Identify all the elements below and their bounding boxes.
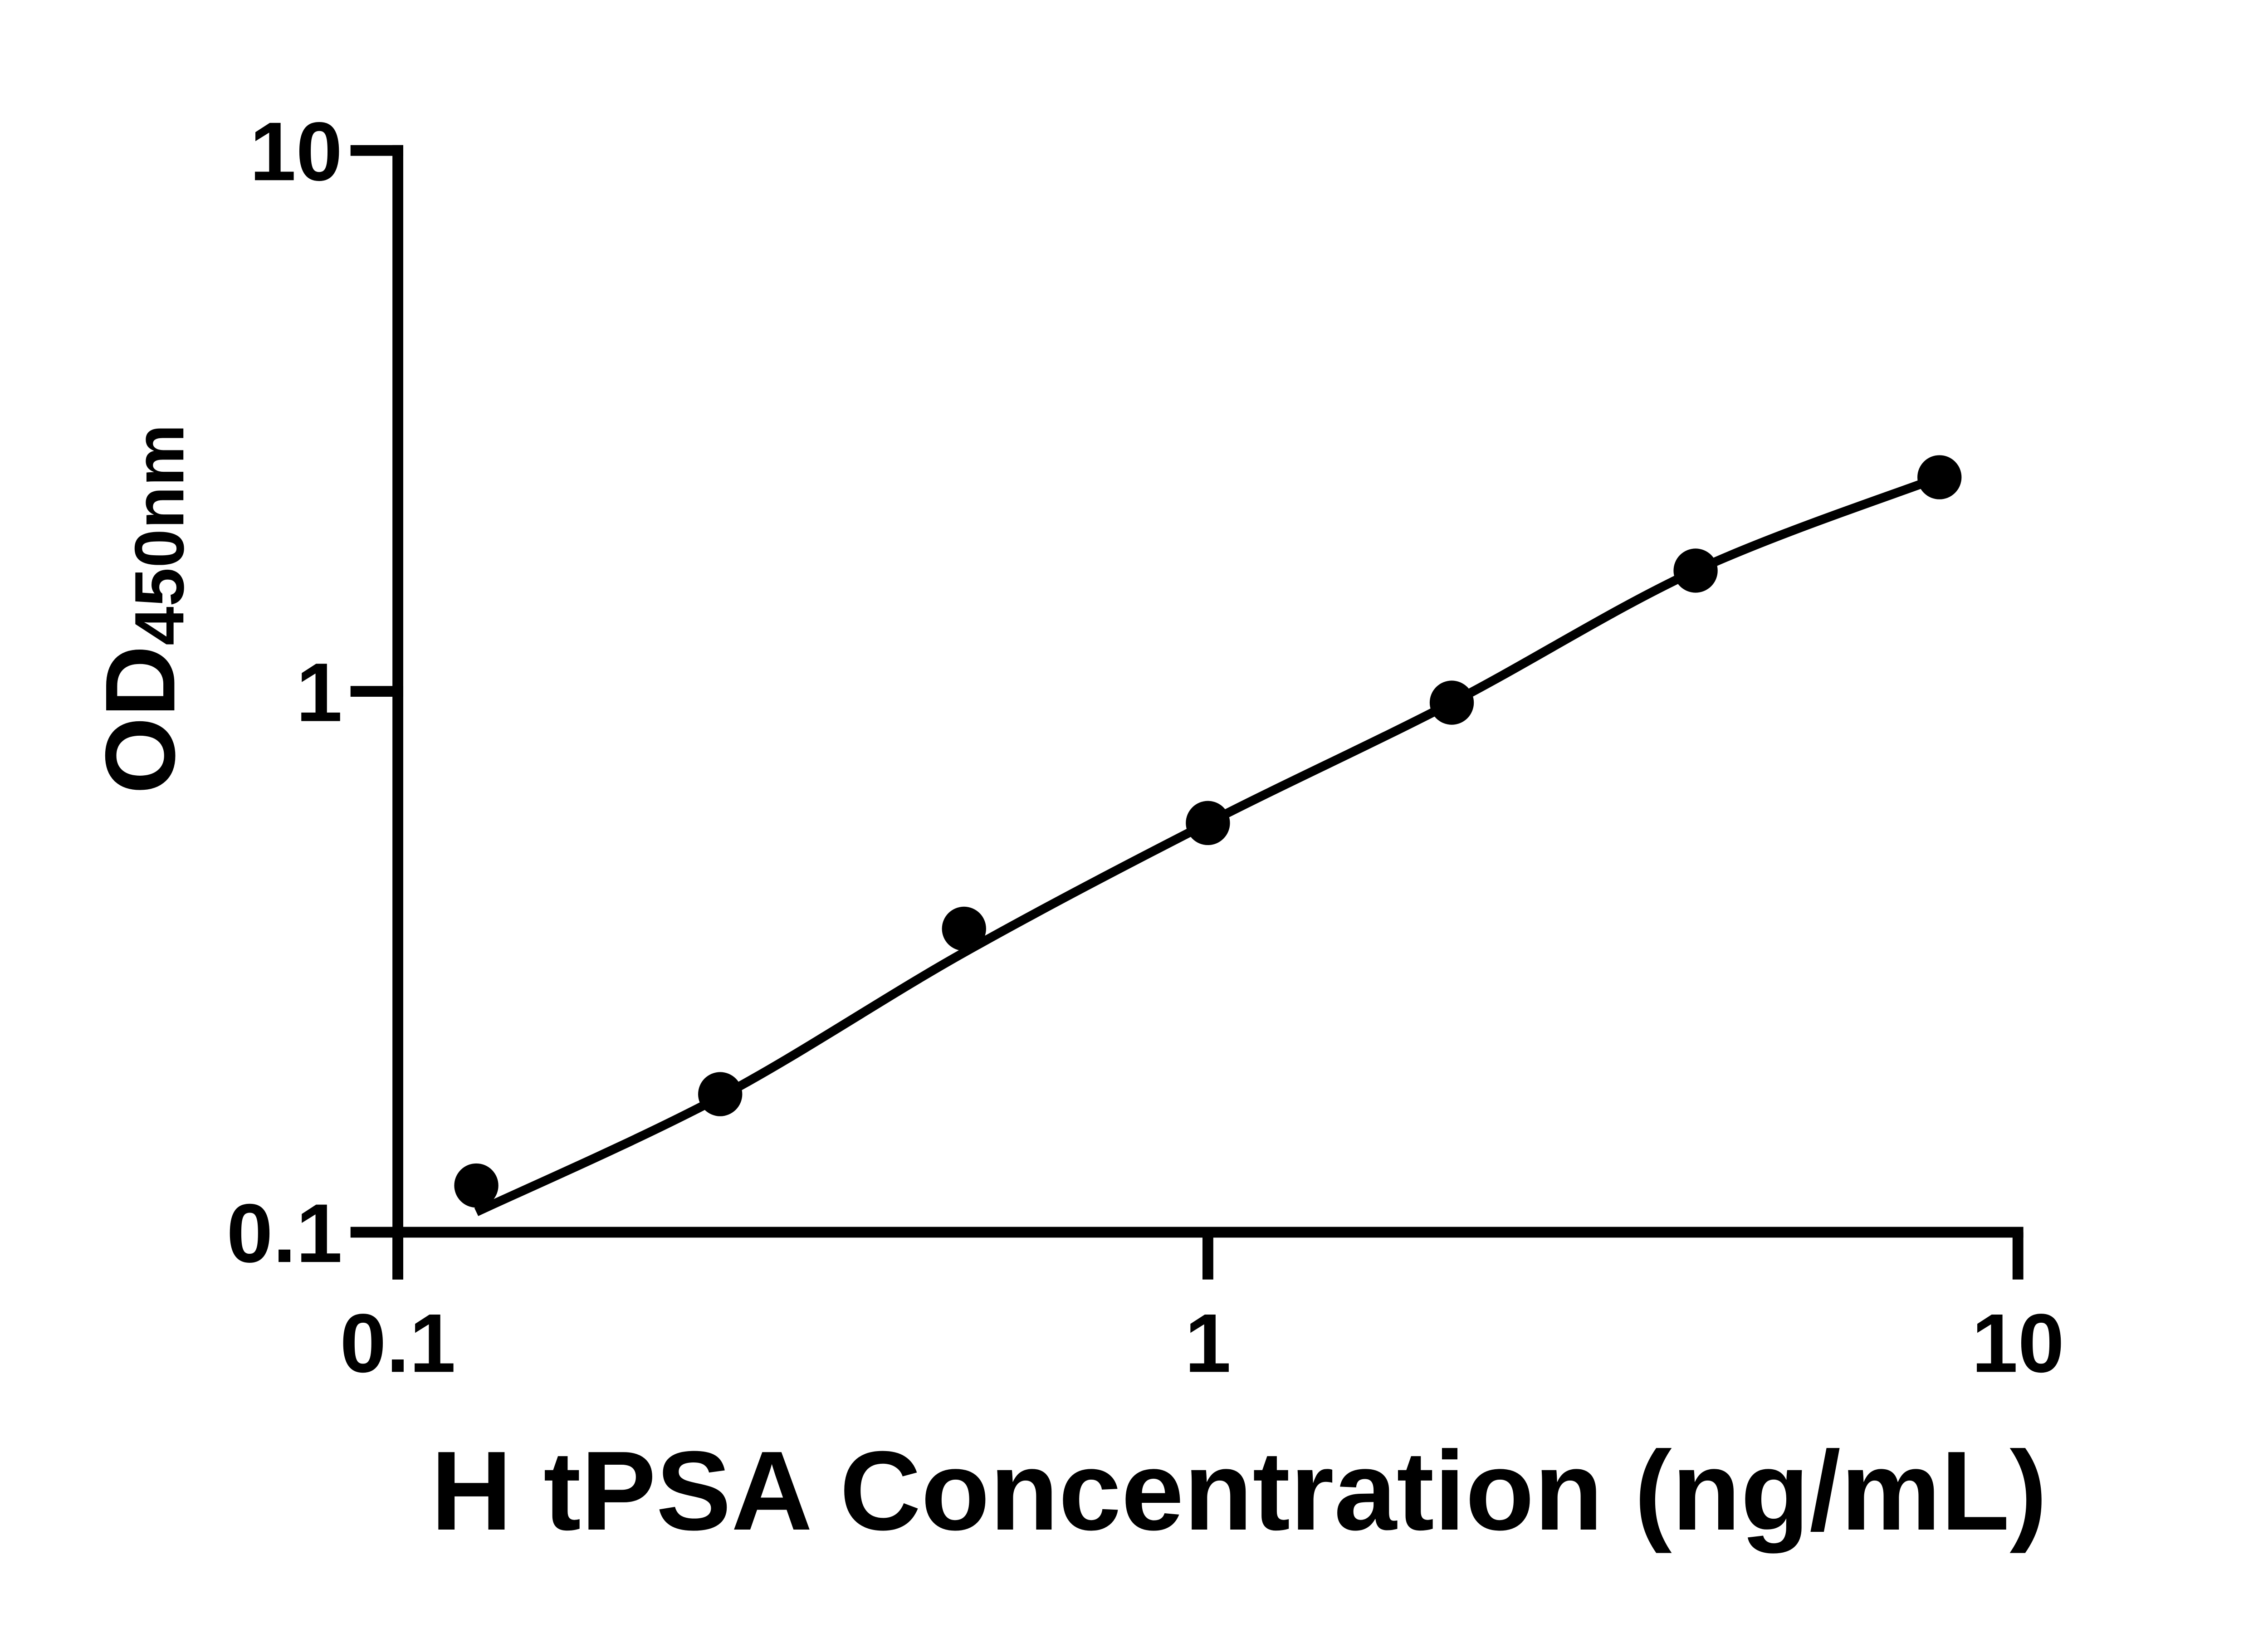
- data-point: [1429, 680, 1474, 725]
- data-point: [1917, 455, 1962, 499]
- y-tick-label: 0.1: [226, 1187, 342, 1280]
- y-tick-label: 10: [249, 105, 342, 198]
- labels-layer: H tPSA Concentration (ng/mL) OD450nm: [85, 424, 2047, 1554]
- axes-layer: 0.1 1 10 0.1 1 10: [226, 105, 2064, 1389]
- y-tick-label: 1: [296, 646, 342, 739]
- data-point: [942, 906, 986, 951]
- x-axis-title: H tPSA Concentration (ng/mL): [431, 1428, 2047, 1554]
- y-axis-title-main: OD: [85, 645, 196, 794]
- data-point: [1186, 801, 1230, 846]
- data-point: [454, 1163, 499, 1208]
- data-point: [1673, 548, 1718, 593]
- x-tick-label: 10: [1972, 1296, 2064, 1389]
- plot-layer: [454, 455, 1962, 1216]
- y-axis-title: OD450nm: [85, 424, 198, 794]
- data-point: [698, 1072, 743, 1116]
- y-axis-title-sub: 450nm: [120, 424, 198, 645]
- x-tick-label: 0.1: [340, 1296, 455, 1389]
- x-tick-label: 1: [1185, 1296, 1231, 1389]
